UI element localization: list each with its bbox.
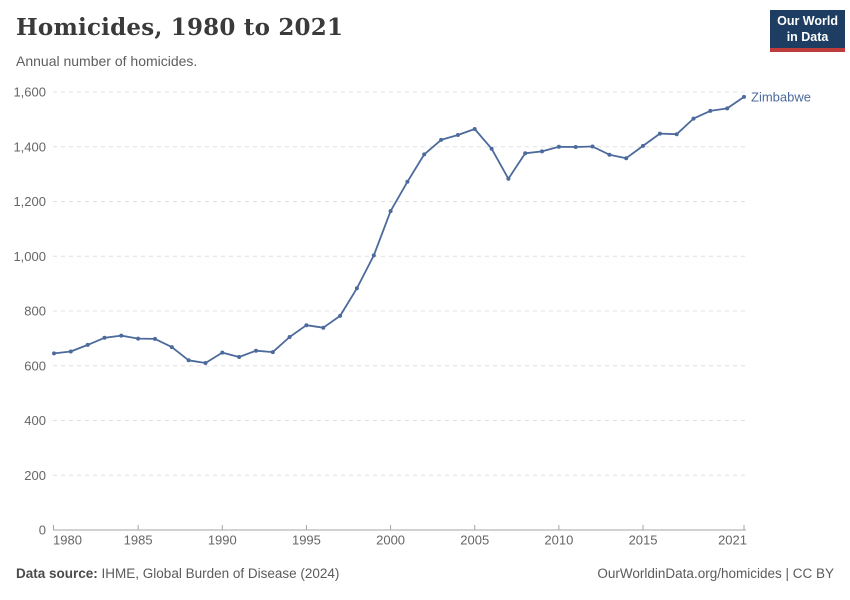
data-point[interactable] [338,313,343,318]
data-point[interactable] [237,355,242,359]
data-point[interactable] [169,345,174,350]
y-axis-tick-label: 600 [24,358,46,373]
data-line[interactable] [53,96,745,364]
data-point[interactable] [270,350,275,355]
data-point[interactable] [455,133,460,137]
data-point[interactable] [607,152,612,157]
data-point[interactable] [405,179,410,184]
data-point[interactable] [725,106,730,111]
x-axis-tick-label: 2000 [376,533,405,548]
data-point[interactable] [590,144,595,149]
data-point[interactable] [354,286,359,291]
data-point[interactable] [506,176,511,181]
owid-logo-line2: in Data [786,29,829,44]
data-point[interactable] [523,151,528,156]
x-axis-tick-label: 2010 [544,533,573,548]
data-point[interactable] [641,143,645,148]
x-axis-tick-label: 1990 [208,533,237,548]
x-axis-tick-label: 1980 [53,533,82,548]
y-axis-tick-label: 800 [24,304,46,319]
x-axis-tick-label: 1985 [124,533,153,548]
data-point[interactable] [287,335,292,339]
data-source-label: Data source: [16,566,98,581]
data-point[interactable] [489,146,494,151]
x-axis-tick-label: 2015 [629,533,658,548]
data-source-text: IHME, Global Burden of Disease (2024) [101,566,340,581]
x-axis-tick-label: 2005 [460,533,489,548]
data-point[interactable] [52,351,56,356]
data-point[interactable] [119,333,124,338]
y-axis-tick-label: 0 [39,523,46,538]
data-point[interactable] [85,342,90,347]
data-point[interactable] [624,156,629,161]
data-point[interactable] [203,361,208,365]
data-point[interactable] [388,209,393,214]
y-axis-tick-label: 1,400 [13,139,46,154]
chart-subtitle: Annual number of homicides. [16,53,198,69]
data-point[interactable] [304,323,309,328]
data-point[interactable] [254,348,258,353]
license-link[interactable]: OurWorldinData.org/homicides | CC BY [597,566,834,581]
owid-logo-line1: Our World [777,14,838,28]
data-source: Data source: IHME, Global Burden of Dise… [16,566,339,581]
data-point[interactable] [742,94,746,99]
data-point[interactable] [708,108,713,113]
data-point[interactable] [68,349,73,354]
data-point[interactable] [102,335,107,340]
data-point[interactable] [186,358,191,363]
y-axis-tick-label: 1,000 [13,249,46,264]
data-point[interactable] [657,131,662,136]
y-axis-tick-label: 400 [24,413,46,428]
data-point[interactable] [472,127,477,131]
data-point[interactable] [220,350,225,355]
y-axis-tick-label: 1,600 [13,85,46,100]
data-point[interactable] [153,336,157,341]
y-axis-tick-label: 200 [24,468,46,483]
chart-footer: Data source: IHME, Global Burden of Dise… [16,566,834,581]
data-point[interactable] [136,336,141,341]
data-point[interactable] [422,152,427,157]
data-point[interactable] [439,137,444,142]
data-point[interactable] [573,145,578,149]
data-point[interactable] [540,149,544,154]
x-axis-tick-label: 1995 [292,533,321,548]
owid-logo[interactable]: Our World in Data [770,10,845,53]
data-point[interactable] [321,325,326,330]
series-entity-label[interactable]: Zimbabwe [751,89,811,104]
data-point[interactable] [556,144,561,149]
page-title: Homicides, 1980 to 2021 [16,14,344,41]
data-point[interactable] [674,132,679,137]
x-axis-tick-label: 2021 [718,533,747,548]
data-point[interactable] [691,116,696,121]
data-point[interactable] [371,253,376,258]
y-axis-tick-label: 1,200 [13,194,46,209]
